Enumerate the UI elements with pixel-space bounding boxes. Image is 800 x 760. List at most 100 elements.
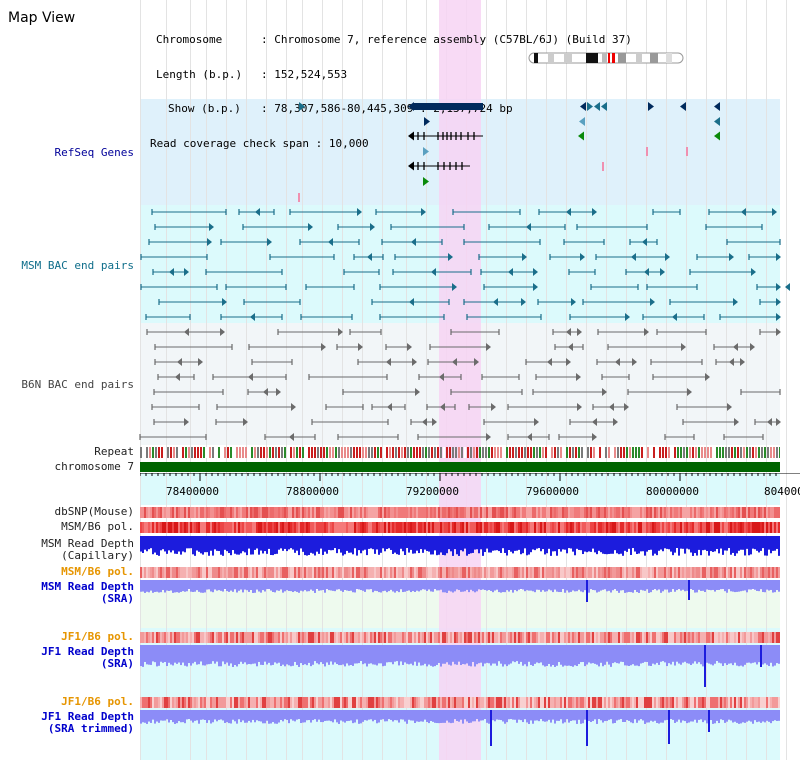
- bac-pair[interactable]: [145, 314, 191, 320]
- bac-pair[interactable]: [343, 269, 380, 275]
- jf1-b6-pol-label[interactable]: JF1/B6 pol.: [61, 630, 134, 643]
- bac-pair[interactable]: [277, 328, 343, 336]
- bac-pair[interactable]: [569, 313, 630, 321]
- bac-pair[interactable]: [225, 284, 287, 290]
- bac-pair[interactable]: [713, 343, 755, 351]
- bac-pair[interactable]: [549, 253, 585, 261]
- bac-pair[interactable]: [390, 224, 465, 230]
- msm-bac-track[interactable]: [0, 205, 800, 323]
- bac-pair[interactable]: [394, 253, 453, 261]
- bac-pair[interactable]: [669, 298, 738, 306]
- bac-pair[interactable]: [754, 418, 781, 426]
- bac-pair[interactable]: [625, 268, 665, 276]
- bac-pair[interactable]: [705, 224, 763, 230]
- bac-pair[interactable]: [154, 358, 203, 366]
- jf1-read-depth-sra-label[interactable]: JF1 Read Depth (SRA): [41, 646, 134, 670]
- bac-pair[interactable]: [153, 418, 189, 426]
- bac-pair[interactable]: [429, 343, 491, 351]
- gene-arrow-icon[interactable]: [648, 102, 654, 111]
- bac-pair[interactable]: [507, 433, 550, 441]
- bac-pair[interactable]: [157, 373, 195, 381]
- bac-pair[interactable]: [151, 404, 200, 410]
- bac-pair[interactable]: [595, 253, 670, 261]
- bac-pair[interactable]: [463, 239, 541, 245]
- bac-pair[interactable]: [558, 433, 597, 441]
- b6n-bac-track[interactable]: [0, 323, 800, 445]
- bac-pair[interactable]: [607, 343, 686, 351]
- bac-pair[interactable]: [525, 358, 571, 366]
- gene-arrow-icon[interactable]: [408, 161, 414, 171]
- msm-read-depth-capillary-chart[interactable]: [140, 536, 780, 560]
- bac-pair[interactable]: [627, 388, 692, 396]
- bac-pair[interactable]: [532, 388, 607, 396]
- gene-arrow-icon[interactable]: [714, 102, 720, 111]
- bac-pair[interactable]: [243, 299, 301, 305]
- bac-pair[interactable]: [426, 403, 456, 411]
- dbsnp-heat-strip[interactable]: [140, 507, 780, 518]
- gene-arrow-icon[interactable]: [587, 102, 593, 111]
- bac-pair[interactable]: [450, 329, 500, 335]
- bac-pair[interactable]: [488, 223, 566, 231]
- bac-pair[interactable]: [480, 268, 538, 276]
- bac-pair[interactable]: [148, 238, 212, 246]
- msm-read-depth-sra-chart[interactable]: [140, 580, 780, 606]
- bac-pair[interactable]: [251, 359, 293, 365]
- bac-pair[interactable]: [371, 298, 450, 306]
- gene-arrow-icon[interactable]: [299, 102, 305, 111]
- bac-pair[interactable]: [427, 358, 479, 366]
- bac-pair[interactable]: [723, 434, 764, 440]
- bac-pair[interactable]: [468, 403, 496, 411]
- bac-pair[interactable]: [337, 223, 375, 231]
- jf1-b6-pol-2-label[interactable]: JF1/B6 pol.: [61, 695, 134, 708]
- bac-pair[interactable]: [269, 254, 335, 260]
- jf1-read-depth-trimmed-chart[interactable]: [140, 710, 780, 750]
- bac-pair[interactable]: [748, 253, 781, 261]
- bac-pair[interactable]: [220, 313, 283, 321]
- bac-pair[interactable]: [140, 284, 218, 290]
- gene-arrow-icon[interactable]: [594, 102, 600, 111]
- msm-bac-label[interactable]: MSM BAC end pairs: [21, 259, 134, 272]
- bac-pair[interactable]: [154, 223, 214, 231]
- bac-pair[interactable]: [507, 403, 582, 411]
- bac-pair[interactable]: [242, 223, 313, 231]
- bac-pair[interactable]: [740, 389, 781, 395]
- bac-pair[interactable]: [676, 403, 732, 411]
- chromosome-bar[interactable]: [140, 462, 780, 472]
- bac-pair[interactable]: [305, 284, 355, 290]
- bac-pair[interactable]: [576, 224, 648, 230]
- bac-pair[interactable]: [337, 434, 399, 440]
- bac-pair[interactable]: [418, 373, 462, 381]
- gene-arrow-icon[interactable]: [580, 102, 586, 111]
- bac-pair[interactable]: [629, 238, 658, 246]
- jf1-b6-pol-heat-strip[interactable]: [140, 632, 780, 643]
- bac-pair[interactable]: [592, 403, 629, 411]
- bac-pair[interactable]: [248, 343, 326, 351]
- msm-b6-pol-2-heat-strip[interactable]: [140, 567, 780, 578]
- bac-pair[interactable]: [410, 418, 437, 426]
- bac-pair[interactable]: [151, 209, 227, 215]
- gene-arrow-icon[interactable]: [714, 117, 720, 126]
- gene-dark-bar[interactable]: [408, 102, 483, 111]
- bac-pair[interactable]: [719, 313, 781, 321]
- bac-pair[interactable]: [154, 344, 233, 350]
- gene-arrow-icon[interactable]: [423, 147, 429, 156]
- bac-pair[interactable]: [349, 329, 382, 335]
- bac-pair[interactable]: [656, 329, 707, 335]
- bac-pair[interactable]: [483, 418, 539, 426]
- jf1-read-depth-sra-chart[interactable]: [140, 645, 780, 689]
- gene-arrow-icon[interactable]: [578, 131, 584, 141]
- bac-pair[interactable]: [205, 269, 283, 275]
- bac-pair[interactable]: [375, 208, 426, 216]
- bac-pair[interactable]: [146, 328, 225, 336]
- bac-pair[interactable]: [220, 238, 272, 246]
- chromosome-label[interactable]: chromosome 7: [54, 460, 134, 473]
- bac-pair[interactable]: [371, 403, 406, 411]
- bac-pair[interactable]: [289, 208, 362, 216]
- bac-pair[interactable]: [353, 253, 384, 261]
- bac-pair[interactable]: [652, 209, 681, 215]
- bac-pair[interactable]: [696, 253, 734, 261]
- bac-pair[interactable]: [379, 314, 445, 320]
- bac-pair[interactable]: [689, 268, 756, 276]
- bac-pair[interactable]: [483, 283, 538, 291]
- bac-pair[interactable]: [563, 239, 605, 245]
